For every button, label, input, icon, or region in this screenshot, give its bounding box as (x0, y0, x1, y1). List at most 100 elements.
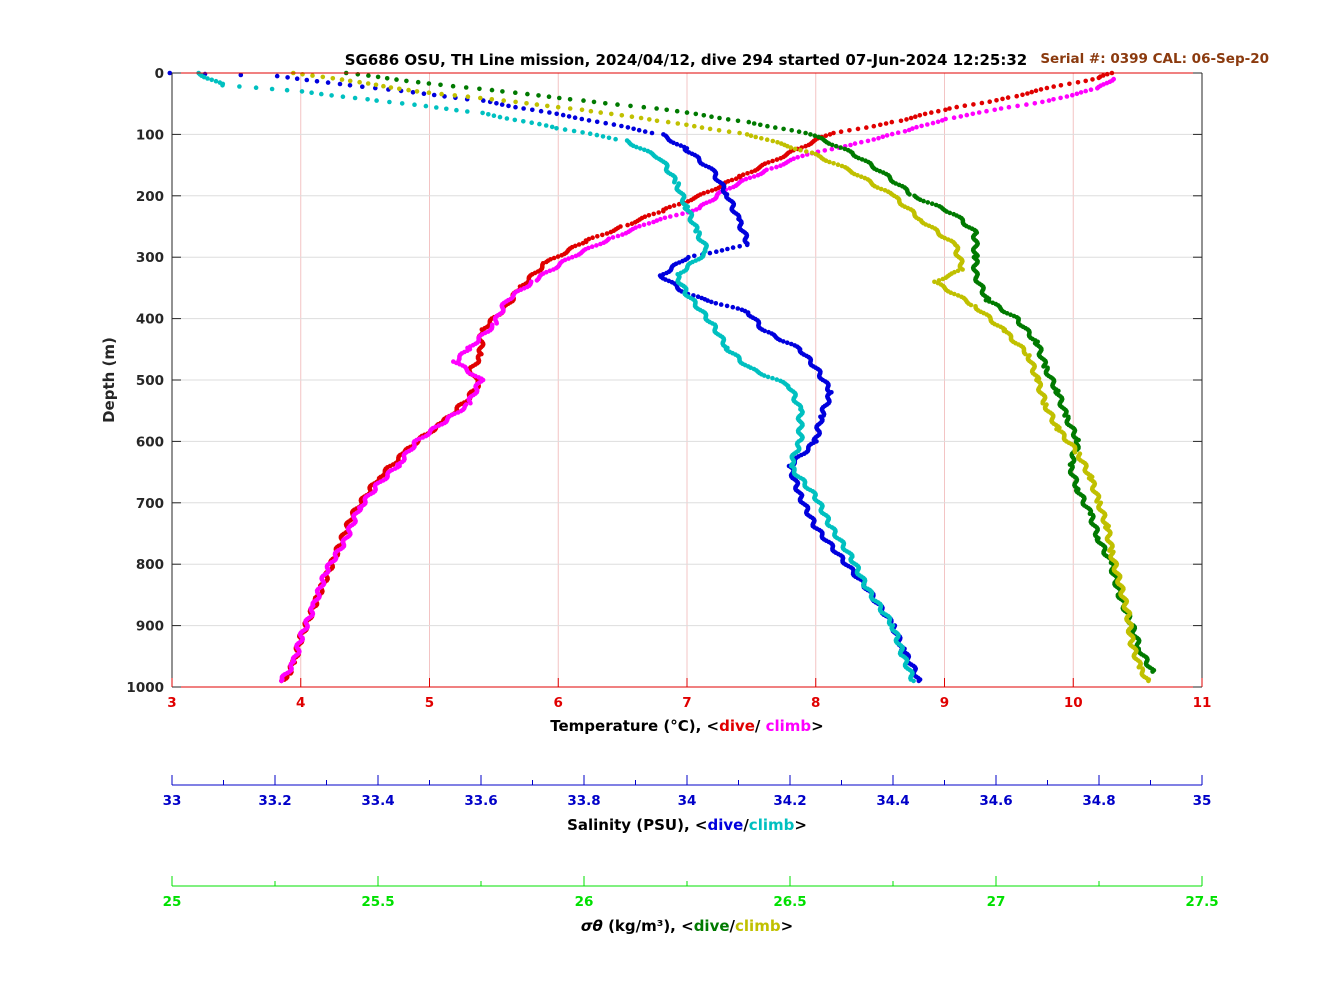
data-point (943, 107, 948, 113)
data-point (994, 98, 999, 103)
data-point (665, 119, 671, 125)
data-point (628, 103, 633, 109)
data-point (774, 157, 780, 162)
data-point (1083, 88, 1088, 94)
data-point (638, 115, 644, 121)
temperature-tick-label: 4 (296, 695, 305, 711)
data-point (304, 77, 310, 83)
data-point (800, 153, 805, 159)
data-point (310, 73, 315, 78)
data-point (911, 678, 916, 684)
data-point (735, 306, 741, 311)
data-point (778, 163, 783, 168)
data-series (279, 76, 1116, 684)
data-point (513, 90, 518, 95)
data-point (952, 291, 957, 297)
data-point (1041, 364, 1046, 369)
data-point (680, 211, 685, 216)
data-point (489, 87, 495, 93)
data-point (651, 219, 656, 225)
data-point (629, 114, 635, 119)
data-point (984, 108, 989, 114)
data-point (209, 77, 214, 83)
y-tick-label: 800 (136, 557, 164, 573)
data-point (898, 118, 904, 124)
data-point (812, 133, 818, 138)
data-point (1088, 87, 1094, 92)
data-point (594, 243, 599, 248)
data-point (534, 278, 540, 283)
salinity-tick-label: 34.4 (876, 793, 909, 809)
data-point (1040, 99, 1045, 105)
data-point (954, 104, 959, 110)
data-point (651, 211, 656, 217)
data-point (906, 127, 912, 133)
data-point (971, 102, 976, 107)
data-point (625, 222, 630, 228)
data-point (580, 240, 586, 246)
data-point (675, 121, 681, 126)
data-point (785, 340, 790, 346)
data-point (770, 375, 775, 381)
data-point (913, 114, 918, 119)
data-point (426, 90, 432, 95)
data-point (1083, 78, 1088, 84)
data-point (357, 79, 362, 85)
y-tick-label: 200 (136, 189, 164, 205)
data-point (737, 130, 742, 136)
data-point (713, 301, 719, 306)
salinity-tick-label: 34 (678, 793, 697, 809)
data-point (925, 200, 931, 205)
data-point (452, 93, 458, 98)
density-axis-label: σθ (kg/m³), <dive/climb> (581, 917, 793, 935)
data-point (889, 131, 895, 137)
data-point (725, 117, 731, 122)
data-point (936, 108, 941, 114)
data-point (740, 172, 746, 177)
data-point (914, 124, 919, 130)
data-point (684, 110, 690, 115)
data-point (770, 138, 776, 144)
data-point (641, 104, 647, 110)
y-tick-label: 300 (136, 250, 164, 266)
data-point (545, 103, 550, 109)
data-point (916, 678, 922, 684)
data-point (646, 213, 652, 218)
data-point (831, 161, 836, 166)
data-point (1075, 80, 1081, 85)
data-point (478, 95, 483, 101)
data-point (325, 80, 331, 85)
data-point (979, 100, 985, 106)
data-point (567, 106, 573, 111)
data-point (717, 115, 722, 121)
data-point (902, 129, 908, 134)
data-point (631, 126, 636, 132)
data-point (521, 106, 526, 111)
data-point (684, 122, 689, 128)
data-point (594, 119, 600, 125)
data-point (764, 137, 770, 142)
data-point (589, 244, 595, 249)
data-point (694, 207, 699, 212)
data-point (330, 76, 336, 81)
plot-area: 0 100 200 300 400 500 600 700 800 900 1000 Depth (m… (100, 66, 1219, 935)
data-point (1004, 311, 1010, 316)
density-tick-label: 25 (163, 894, 182, 910)
data-point (829, 146, 835, 152)
data-point (450, 83, 456, 89)
data-point (871, 123, 877, 129)
data-point (922, 111, 928, 117)
temperature-tick-label: 11 (1193, 695, 1212, 711)
data-point (730, 245, 736, 250)
data-point (749, 169, 754, 175)
y-tick-label: 0 (155, 66, 164, 82)
data-point (513, 99, 518, 105)
data-point (904, 117, 909, 122)
y-tick-label: 600 (136, 434, 164, 450)
data-point (674, 212, 679, 218)
data-point (668, 214, 673, 219)
temperature-tick-label: 3 (167, 695, 176, 711)
data-point (855, 126, 861, 132)
data-point (674, 108, 680, 114)
data-point (919, 123, 924, 129)
